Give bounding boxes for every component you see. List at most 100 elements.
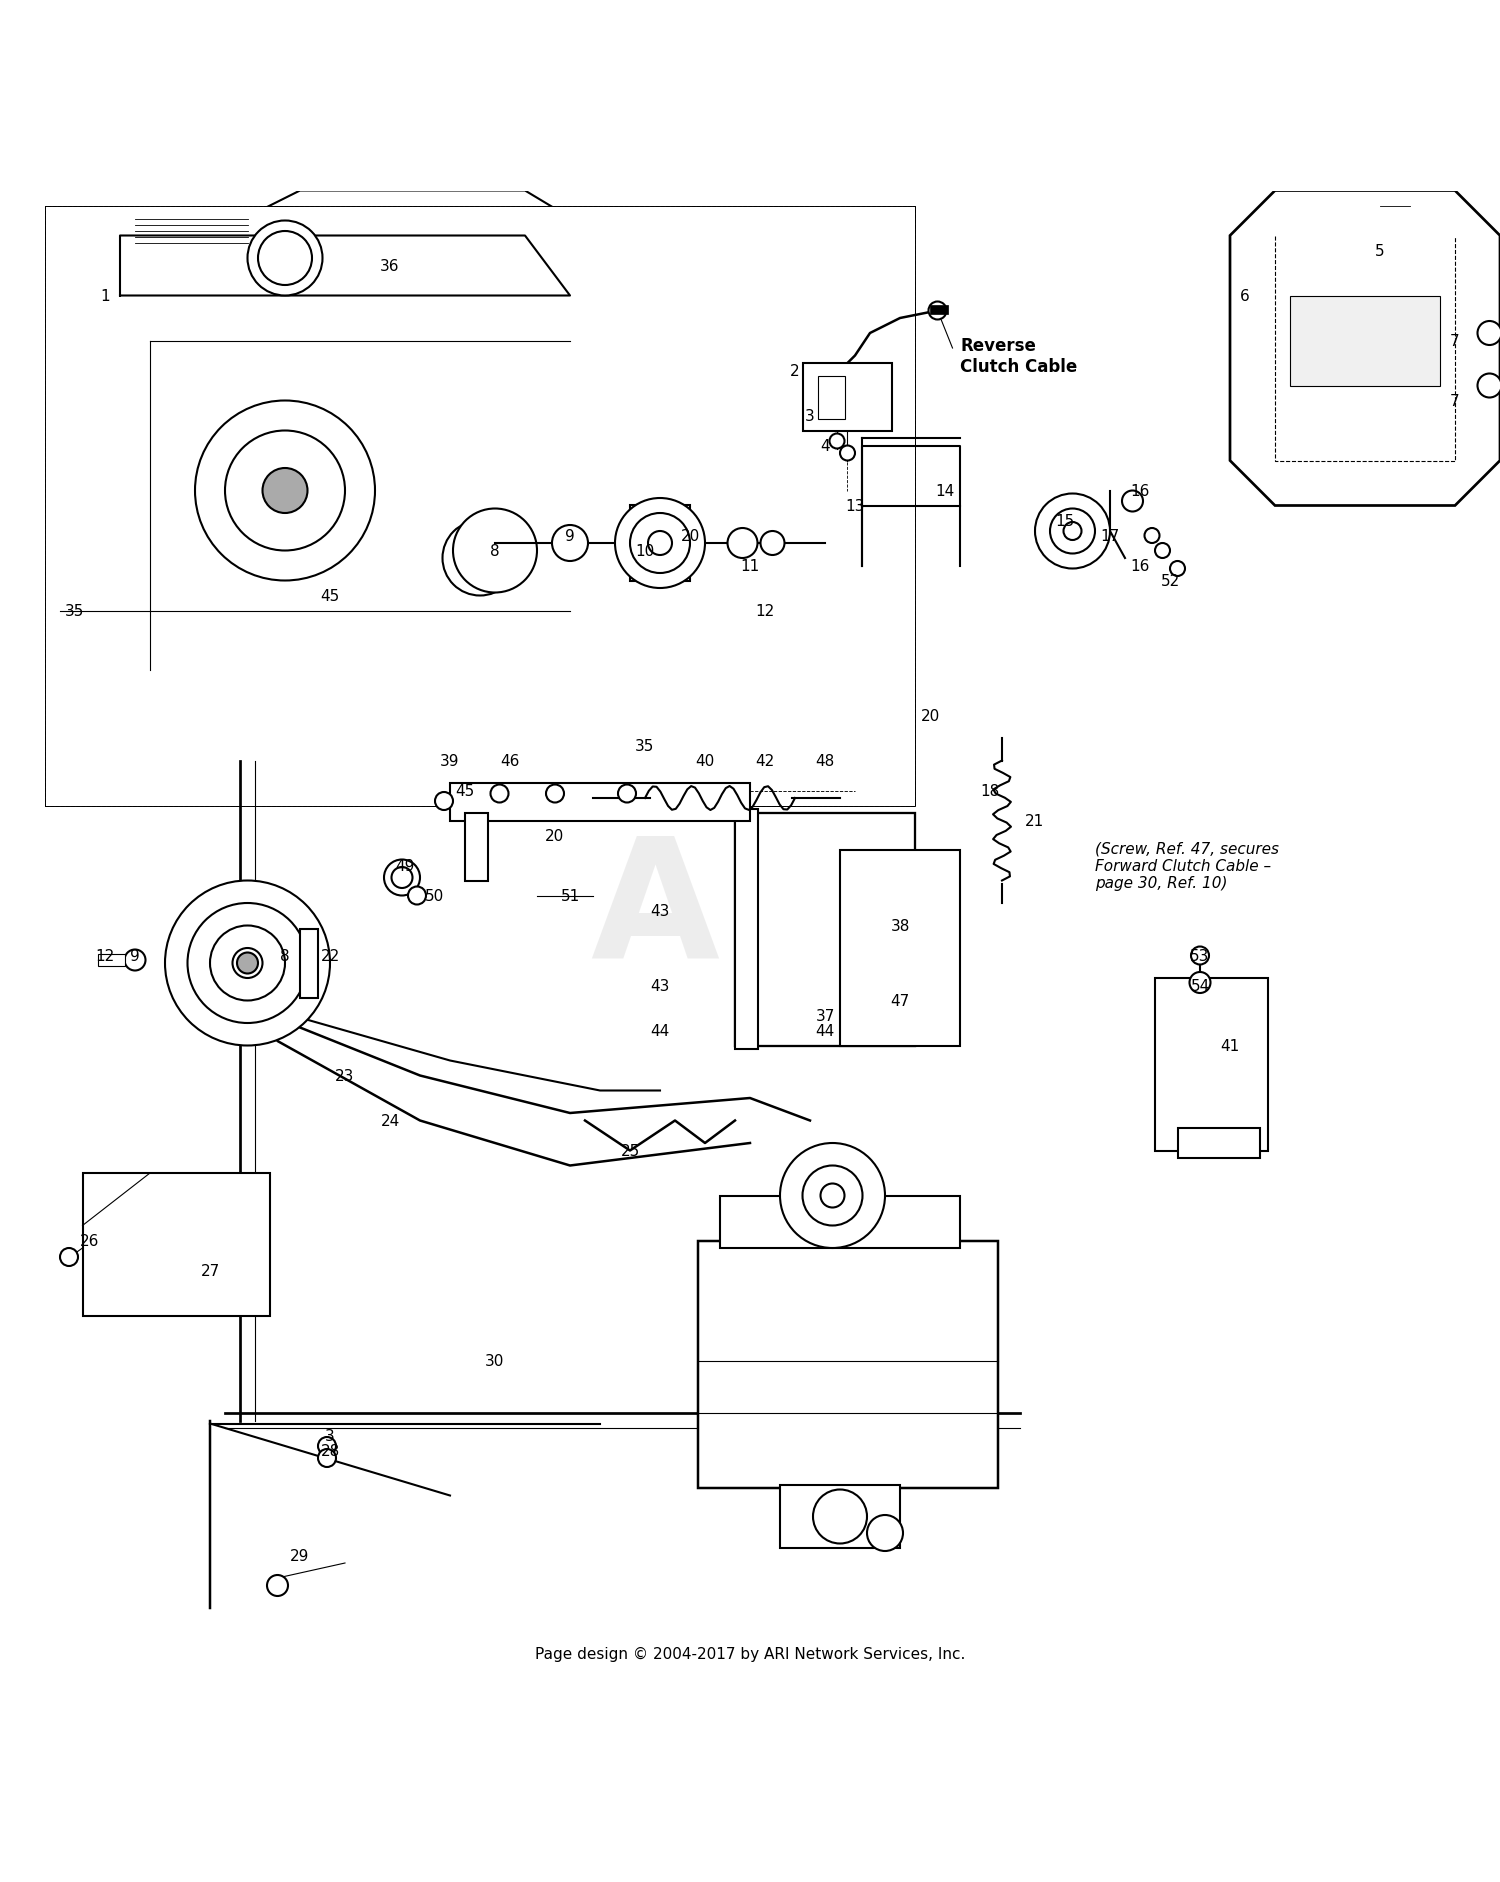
Circle shape <box>435 792 453 811</box>
Polygon shape <box>120 237 570 295</box>
Circle shape <box>867 1515 903 1551</box>
Text: 27: 27 <box>201 1263 219 1278</box>
Bar <box>735 809 758 1048</box>
Text: 25: 25 <box>621 1144 639 1159</box>
Text: 8: 8 <box>490 544 500 559</box>
Circle shape <box>262 469 308 514</box>
Text: 2: 2 <box>790 363 800 378</box>
Text: 14: 14 <box>936 484 954 499</box>
Text: 45: 45 <box>321 589 339 604</box>
Circle shape <box>928 303 946 320</box>
Circle shape <box>490 785 508 804</box>
Text: 20: 20 <box>546 828 564 843</box>
Circle shape <box>760 533 784 555</box>
Bar <box>1155 979 1268 1152</box>
Circle shape <box>728 529 758 559</box>
Circle shape <box>813 1491 867 1543</box>
Bar <box>300 930 318 997</box>
Circle shape <box>1478 375 1500 399</box>
Bar <box>60 612 600 760</box>
Circle shape <box>1191 947 1209 965</box>
Circle shape <box>1170 561 1185 576</box>
Circle shape <box>453 510 537 593</box>
Circle shape <box>232 949 262 979</box>
Text: 20: 20 <box>681 529 699 544</box>
Polygon shape <box>1230 192 1500 506</box>
Circle shape <box>618 785 636 804</box>
Circle shape <box>630 514 690 574</box>
Text: 20: 20 <box>921 710 939 723</box>
Circle shape <box>1035 495 1110 568</box>
Circle shape <box>1144 529 1160 544</box>
Circle shape <box>384 860 420 896</box>
Text: 10: 10 <box>636 544 654 559</box>
Text: 43: 43 <box>651 903 669 918</box>
Bar <box>1178 1129 1260 1159</box>
Text: 9: 9 <box>566 529 574 544</box>
Circle shape <box>840 446 855 461</box>
Text: 11: 11 <box>741 559 759 574</box>
Circle shape <box>1190 973 1210 994</box>
Text: 46: 46 <box>501 753 519 768</box>
Circle shape <box>248 222 322 295</box>
Polygon shape <box>60 192 600 760</box>
Text: 28: 28 <box>321 1443 339 1459</box>
Text: 35: 35 <box>636 738 654 753</box>
Text: 1: 1 <box>100 288 109 303</box>
Circle shape <box>1064 523 1082 540</box>
Circle shape <box>1155 544 1170 559</box>
Text: 35: 35 <box>66 604 84 619</box>
Circle shape <box>648 533 672 555</box>
Bar <box>450 783 750 821</box>
Bar <box>698 1240 998 1489</box>
Bar <box>840 851 960 1046</box>
Text: 53: 53 <box>1191 949 1209 964</box>
Text: 7: 7 <box>1450 333 1460 348</box>
Circle shape <box>188 903 308 1024</box>
Text: 44: 44 <box>816 1024 834 1039</box>
Circle shape <box>546 785 564 804</box>
Circle shape <box>830 435 844 450</box>
Text: Page design © 2004-2017 by ARI Network Services, Inc.: Page design © 2004-2017 by ARI Network S… <box>536 1645 964 1660</box>
Text: 18: 18 <box>981 783 999 798</box>
Circle shape <box>1050 510 1095 553</box>
Bar <box>630 506 690 582</box>
Text: Reverse
Clutch Cable: Reverse Clutch Cable <box>960 337 1077 376</box>
Text: 23: 23 <box>336 1069 354 1084</box>
Text: 42: 42 <box>756 753 774 768</box>
Bar <box>465 813 488 881</box>
Text: ARI: ARI <box>591 830 909 992</box>
Text: 5: 5 <box>1376 245 1384 260</box>
Text: 52: 52 <box>1161 574 1179 589</box>
Circle shape <box>615 499 705 589</box>
Circle shape <box>442 521 518 597</box>
Text: 49: 49 <box>396 858 414 873</box>
Circle shape <box>195 401 375 582</box>
Text: 12: 12 <box>96 949 114 964</box>
Circle shape <box>392 868 412 888</box>
Text: 54: 54 <box>1191 979 1209 994</box>
Circle shape <box>780 1144 885 1248</box>
Text: 39: 39 <box>441 753 459 768</box>
Circle shape <box>408 886 426 905</box>
Text: 38: 38 <box>891 918 909 933</box>
Bar <box>818 376 844 420</box>
Text: 43: 43 <box>651 979 669 994</box>
Bar <box>45 207 915 805</box>
Text: 26: 26 <box>81 1233 99 1248</box>
Circle shape <box>318 1449 336 1468</box>
Text: 4: 4 <box>821 439 830 454</box>
Bar <box>930 305 948 314</box>
Text: 3: 3 <box>326 1428 334 1443</box>
Circle shape <box>165 881 330 1046</box>
Text: 13: 13 <box>846 499 864 514</box>
Text: 17: 17 <box>1101 529 1119 544</box>
Circle shape <box>237 952 258 975</box>
Text: 6: 6 <box>1240 288 1250 303</box>
Text: 47: 47 <box>891 994 909 1009</box>
Bar <box>98 954 124 967</box>
Text: 50: 50 <box>426 888 444 903</box>
Text: 3: 3 <box>806 408 814 423</box>
Text: 37: 37 <box>816 1009 834 1024</box>
Text: 36: 36 <box>381 260 399 275</box>
